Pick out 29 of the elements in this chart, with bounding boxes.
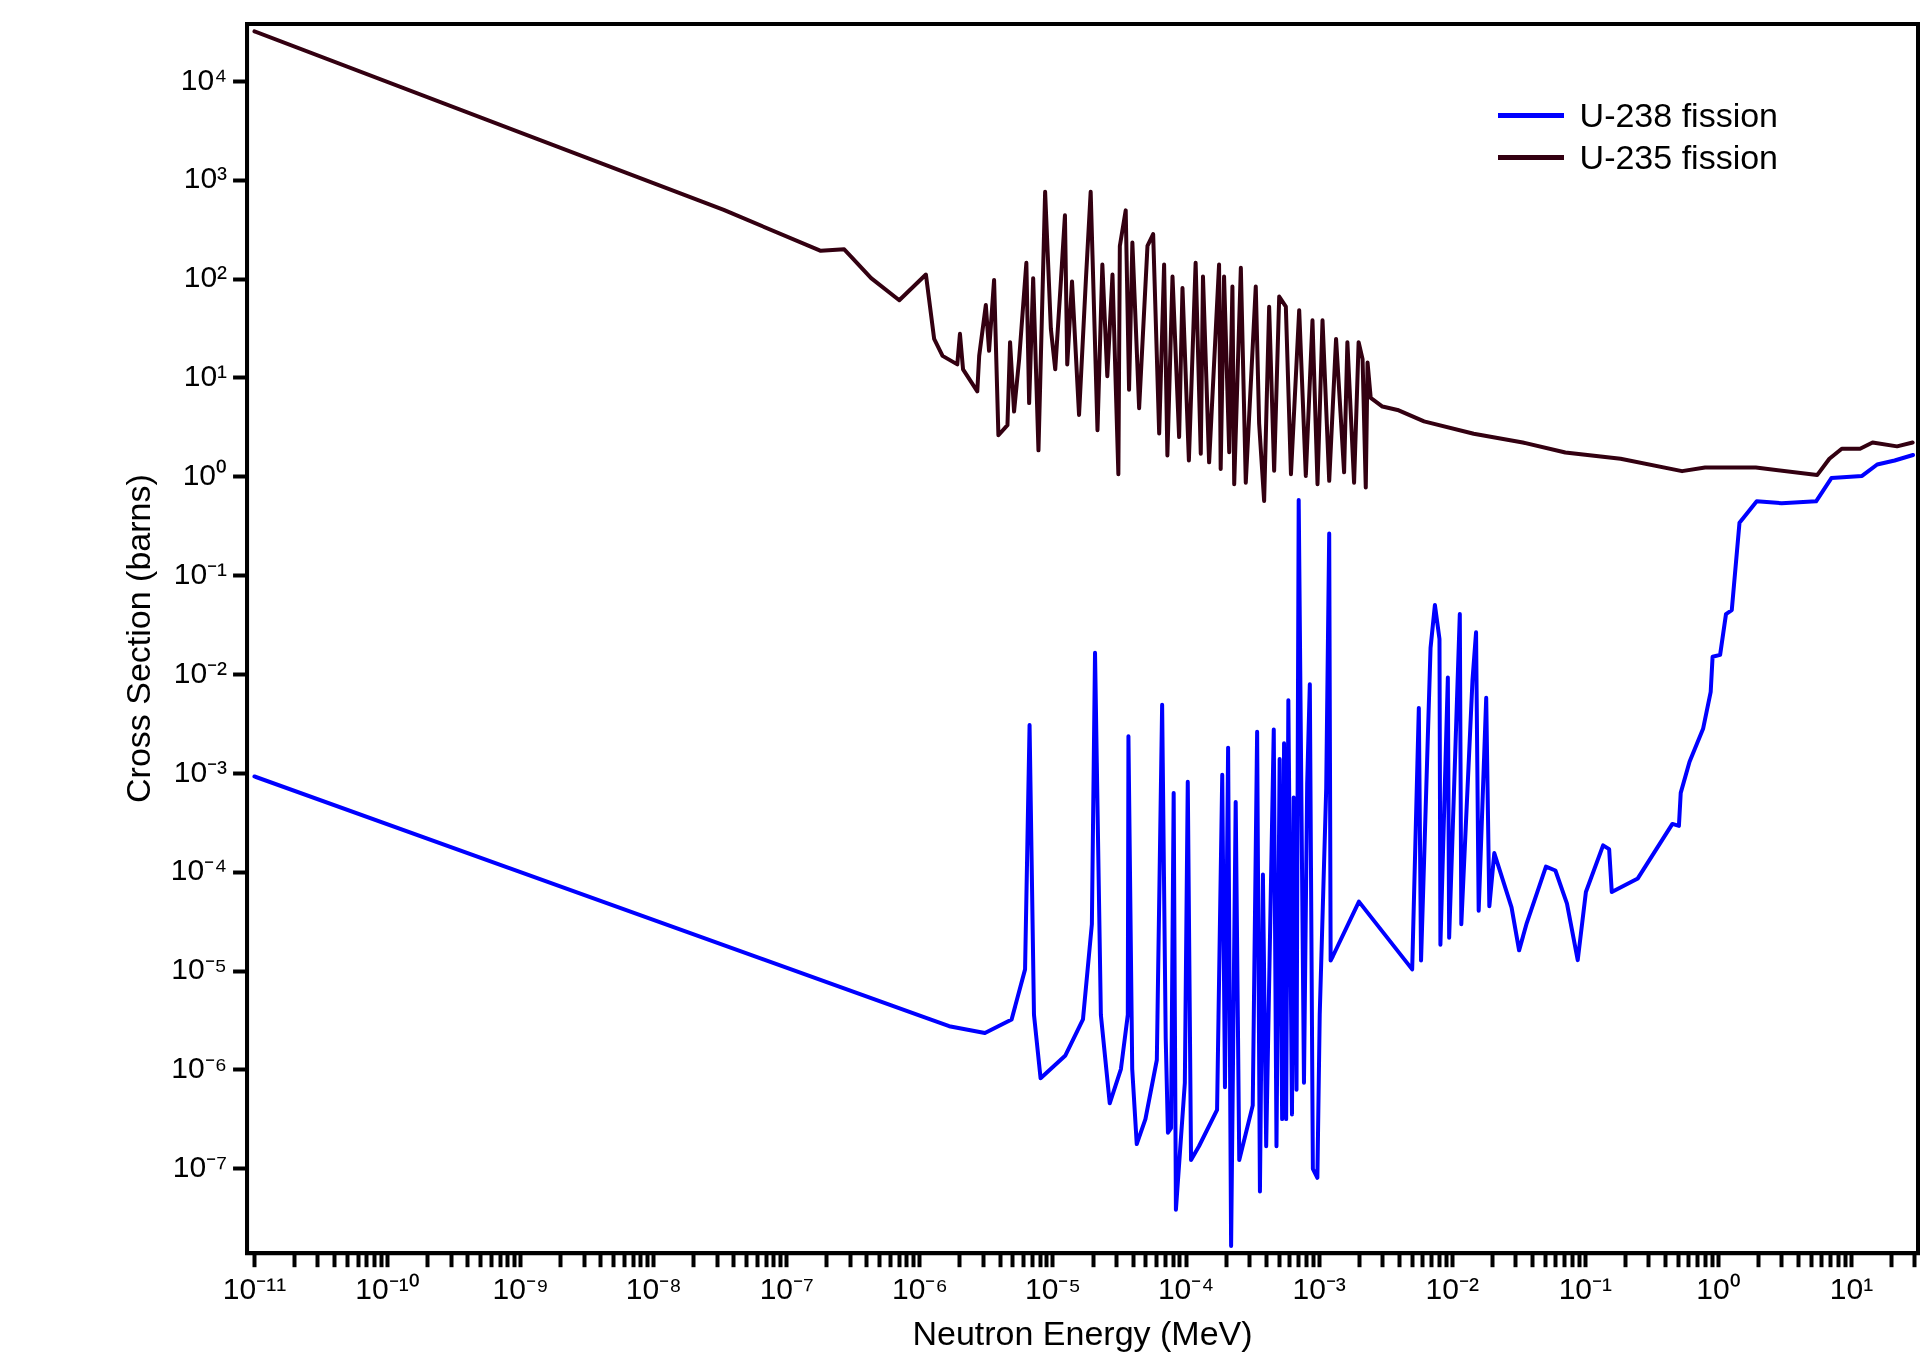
y-tick-label: 10⁻² <box>173 655 228 689</box>
y-axis-title: Cross Section (barns) <box>118 474 157 803</box>
x-tick-label: 10¹ <box>1829 1272 1874 1306</box>
x-tick-label: 10⁻¹¹ <box>222 1272 287 1306</box>
x-tick-label: 10⁰ <box>1696 1272 1741 1306</box>
legend-label: U-235 fission <box>1579 137 1778 177</box>
x-tick-label: 10⁻⁴ <box>1157 1272 1215 1306</box>
x-axis-title: Neutron Energy (MeV) <box>912 1313 1253 1352</box>
x-tick-label: 10⁻⁵ <box>1025 1272 1081 1306</box>
y-tick-label: 10⁻⁵ <box>171 952 228 986</box>
x-tick-label: 10⁻⁸ <box>625 1272 682 1306</box>
x-tick-label: 10⁻² <box>1425 1272 1479 1306</box>
y-tick-label: 10⁻¹ <box>173 556 228 590</box>
y-tick-label: 10¹ <box>183 359 228 393</box>
y-tick-label: 10⁻⁴ <box>170 853 228 887</box>
y-tick-label: 10⁻³ <box>173 754 228 788</box>
x-tick-label: 10⁻⁶ <box>892 1272 948 1306</box>
y-tick-label: 10⁻⁷ <box>172 1150 228 1184</box>
x-tick-label: 10⁻¹⁰ <box>355 1272 420 1306</box>
x-tick-label: 10⁻¹ <box>1558 1272 1613 1306</box>
y-tick-label: 10⁴ <box>180 62 228 96</box>
x-tick-label: 10⁻³ <box>1292 1272 1346 1306</box>
y-tick-label: 10² <box>183 260 228 294</box>
x-tick-label: 10⁻⁷ <box>759 1272 814 1306</box>
legend-label: U-238 fission <box>1579 95 1778 135</box>
y-tick-label: 10⁰ <box>182 458 228 492</box>
y-tick-label: 10³ <box>183 161 228 195</box>
y-tick-label: 10⁻⁶ <box>171 1051 228 1085</box>
x-tick-label: 10⁻⁹ <box>492 1272 549 1306</box>
